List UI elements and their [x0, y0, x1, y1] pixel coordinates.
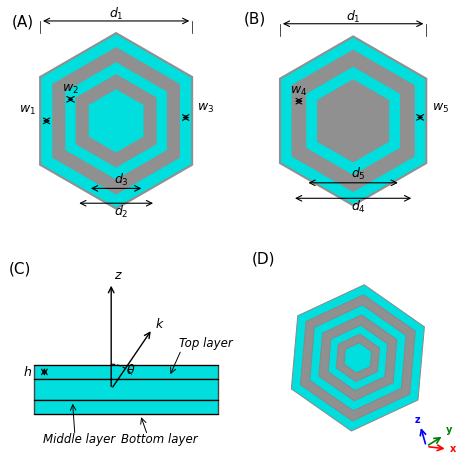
Text: $h$: $h$	[23, 365, 33, 379]
Polygon shape	[34, 400, 218, 413]
Polygon shape	[53, 48, 179, 194]
Text: $\theta$: $\theta$	[126, 363, 135, 377]
Text: $d_5$: $d_5$	[351, 165, 366, 182]
Text: x: x	[449, 444, 456, 454]
Text: $z$: $z$	[114, 269, 122, 282]
Text: Bottom layer: Bottom layer	[121, 433, 198, 446]
Text: (B): (B)	[244, 12, 266, 27]
Polygon shape	[328, 325, 388, 391]
Text: $w_2$: $w_2$	[62, 83, 79, 96]
Text: $w_5$: $w_5$	[432, 101, 449, 115]
Polygon shape	[292, 51, 414, 191]
Polygon shape	[280, 36, 426, 205]
Text: Top layer: Top layer	[179, 337, 233, 350]
Polygon shape	[336, 334, 380, 382]
Polygon shape	[344, 343, 372, 373]
Text: (C): (C)	[9, 261, 31, 276]
Polygon shape	[306, 66, 401, 176]
Text: $d_2$: $d_2$	[114, 204, 129, 220]
Text: Middle layer: Middle layer	[44, 433, 116, 446]
Polygon shape	[301, 295, 415, 421]
Polygon shape	[34, 379, 218, 400]
Polygon shape	[292, 285, 424, 431]
Text: $w_3$: $w_3$	[197, 102, 214, 115]
Text: $d_4$: $d_4$	[351, 200, 366, 216]
Polygon shape	[76, 75, 156, 167]
Polygon shape	[319, 315, 397, 401]
Polygon shape	[310, 305, 406, 411]
Text: $k$: $k$	[155, 317, 165, 331]
Polygon shape	[64, 62, 168, 180]
Text: z: z	[415, 415, 421, 425]
Polygon shape	[88, 89, 144, 153]
Text: $w_4$: $w_4$	[290, 85, 308, 98]
Text: $d_1$: $d_1$	[346, 9, 360, 25]
Text: $d_1$: $d_1$	[109, 6, 123, 22]
Text: (D): (D)	[252, 252, 275, 266]
Text: y: y	[446, 425, 452, 435]
Polygon shape	[40, 33, 192, 209]
Text: $d_3$: $d_3$	[114, 172, 129, 188]
Polygon shape	[34, 365, 218, 379]
Polygon shape	[318, 80, 389, 162]
Text: $w_1$: $w_1$	[19, 104, 36, 117]
Text: (A): (A)	[11, 14, 34, 29]
